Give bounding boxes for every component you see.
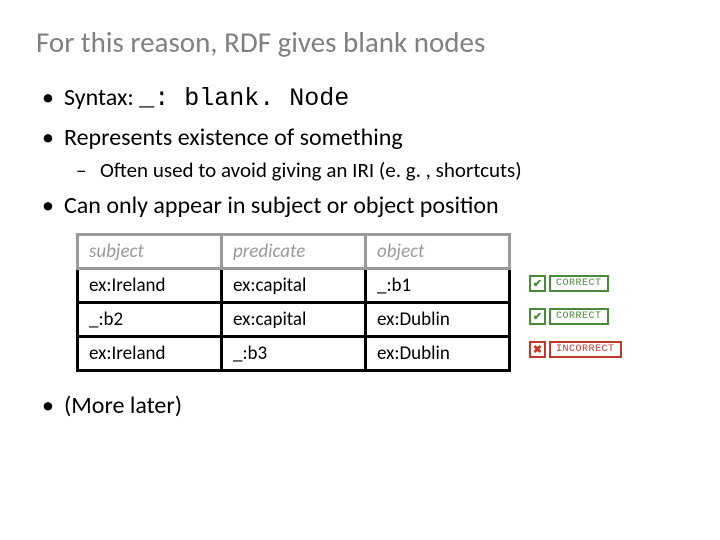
slide-title: For this reason, RDF gives blank nodes (36, 24, 684, 60)
bullet-represents: Represents existence of something Often … (64, 122, 684, 184)
incorrect-badge: INCORRECT (529, 341, 622, 358)
header-predicate: predicate (222, 235, 366, 269)
cross-icon (529, 341, 546, 358)
badge-column: CORRECT CORRECT (511, 233, 622, 365)
syntax-prefix: Syntax: (64, 83, 139, 112)
table-header-row: subject predicate object (78, 235, 510, 269)
bullet-more: (More later) (64, 390, 684, 421)
header-object: object (366, 235, 510, 269)
cell-object: ex:Dublin (366, 337, 510, 371)
check-icon (529, 308, 546, 325)
bullet-list-2: (More later) (36, 390, 684, 421)
table-row: ex:Ireland ex:capital _:b1 (78, 269, 510, 303)
bullet-list: Syntax: _: blank. Node Represents existe… (36, 82, 684, 221)
slide: For this reason, RDF gives blank nodes S… (0, 0, 720, 540)
cell-subject: _:b2 (78, 303, 222, 337)
check-icon (529, 275, 546, 292)
cell-object: _:b1 (366, 269, 510, 303)
badge-row: CORRECT (511, 266, 622, 299)
represents-text: Represents existence of something (64, 123, 403, 152)
correct-badge: CORRECT (529, 308, 609, 325)
badge-label: CORRECT (549, 308, 609, 325)
badge-row: INCORRECT (511, 332, 622, 365)
badge-row: CORRECT (511, 299, 622, 332)
cell-subject: ex:Ireland (78, 269, 222, 303)
bullet-syntax: Syntax: _: blank. Node (64, 82, 684, 116)
bullet-position: Can only appear in subject or object pos… (64, 190, 684, 221)
triples-table-wrap: subject predicate object ex:Ireland ex:c… (76, 233, 684, 372)
badge-label: INCORRECT (549, 341, 622, 358)
cell-predicate: ex:capital (222, 303, 366, 337)
cell-object: ex:Dublin (366, 303, 510, 337)
cell-subject: ex:Ireland (78, 337, 222, 371)
table-row: ex:Ireland _:b3 ex:Dublin (78, 337, 510, 371)
cell-predicate: _:b3 (222, 337, 366, 371)
header-subject: subject (78, 235, 222, 269)
triples-table: subject predicate object ex:Ireland ex:c… (76, 233, 511, 372)
syntax-code: _: blank. Node (139, 84, 349, 113)
triples-layout: subject predicate object ex:Ireland ex:c… (76, 233, 622, 372)
sub-bullet-iri: Often used to avoid giving an IRI (e. g.… (100, 157, 684, 184)
badge-label: CORRECT (549, 275, 609, 292)
cell-predicate: ex:capital (222, 269, 366, 303)
sub-list: Often used to avoid giving an IRI (e. g.… (64, 157, 684, 184)
correct-badge: CORRECT (529, 275, 609, 292)
table-row: _:b2 ex:capital ex:Dublin (78, 303, 510, 337)
